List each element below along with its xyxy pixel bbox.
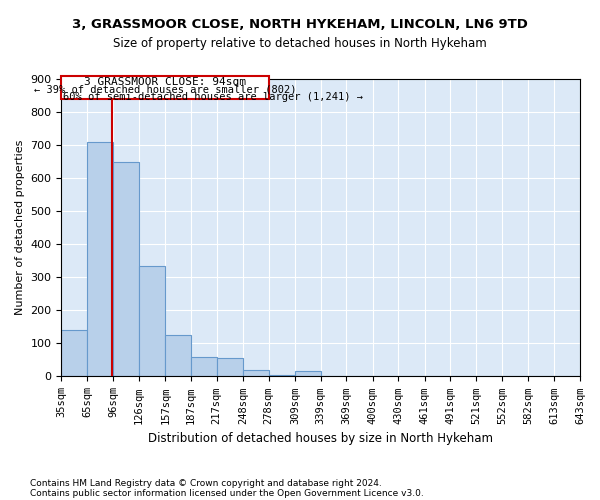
FancyBboxPatch shape <box>61 76 269 99</box>
X-axis label: Distribution of detached houses by size in North Hykeham: Distribution of detached houses by size … <box>148 432 493 445</box>
Text: 60% of semi-detached houses are larger (1,241) →: 60% of semi-detached houses are larger (… <box>63 92 363 102</box>
Text: 3, GRASSMOOR CLOSE, NORTH HYKEHAM, LINCOLN, LN6 9TD: 3, GRASSMOOR CLOSE, NORTH HYKEHAM, LINCO… <box>72 18 528 30</box>
Text: Size of property relative to detached houses in North Hykeham: Size of property relative to detached ho… <box>113 38 487 51</box>
Text: ← 39% of detached houses are smaller (802): ← 39% of detached houses are smaller (80… <box>34 84 296 94</box>
Bar <box>191 356 217 376</box>
Bar <box>166 335 191 376</box>
Text: Contains public sector information licensed under the Open Government Licence v3: Contains public sector information licen… <box>30 488 424 498</box>
Bar <box>87 142 113 376</box>
Bar <box>295 372 321 376</box>
Bar <box>61 330 87 376</box>
Y-axis label: Number of detached properties: Number of detached properties <box>15 140 25 316</box>
Bar <box>139 266 166 376</box>
Bar <box>243 370 269 376</box>
Text: Contains HM Land Registry data © Crown copyright and database right 2024.: Contains HM Land Registry data © Crown c… <box>30 478 382 488</box>
Bar <box>269 375 295 376</box>
Text: 3 GRASSMOOR CLOSE: 94sqm: 3 GRASSMOOR CLOSE: 94sqm <box>84 78 246 88</box>
Bar <box>217 358 243 376</box>
Bar <box>113 162 139 376</box>
